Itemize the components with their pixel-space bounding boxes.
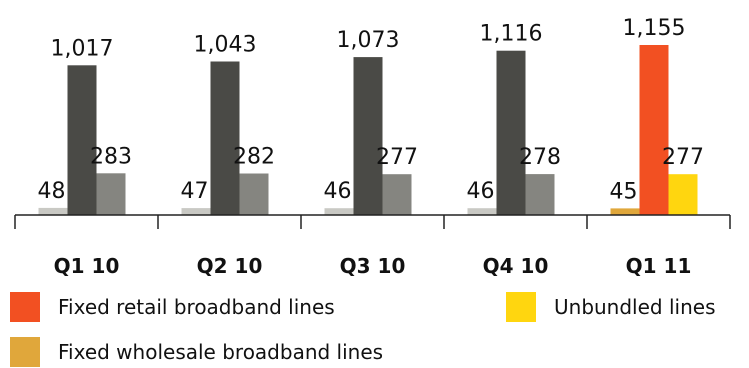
value-labels-group: 48 1,017 283 47 1,043 282 46 1,073 277 46 1,116 278… — [38, 16, 705, 204]
bar-unbundled-4 — [525, 174, 555, 215]
legend-label-unbundled: Unbundled lines — [554, 295, 716, 319]
category-label-1: Q1 10 — [54, 254, 120, 278]
bar-retail-5 — [639, 45, 669, 215]
value-label-unbundled-3: 277 — [376, 145, 418, 170]
category-label-2: Q2 10 — [197, 254, 263, 278]
bar-retail-2 — [210, 61, 240, 215]
legend-item-retail: Fixed retail broadband lines — [10, 292, 335, 322]
legend-item-unbundled: Unbundled lines — [506, 292, 715, 322]
legend-swatch-unbundled — [506, 292, 536, 322]
bar-retail-4 — [496, 50, 526, 216]
bar-retail-3 — [353, 57, 383, 215]
value-label-wholesale-4: 46 — [467, 179, 495, 204]
value-label-unbundled-1: 283 — [90, 144, 132, 169]
value-label-retail-1: 1,017 — [51, 36, 114, 61]
value-label-unbundled-4: 278 — [519, 145, 561, 170]
bar-wholesale-2 — [181, 208, 211, 215]
legend-label-retail: Fixed retail broadband lines — [58, 295, 335, 319]
value-label-retail-4: 1,116 — [480, 22, 543, 47]
value-label-wholesale-3: 46 — [324, 179, 352, 204]
bar-unbundled-1 — [96, 173, 126, 215]
bar-unbundled-2 — [239, 173, 269, 215]
bar-unbundled-3 — [382, 174, 412, 215]
category-label-5: Q1 11 — [626, 254, 692, 278]
category-labels-group: Q1 10 Q2 10 Q3 10 Q4 10 Q1 11 — [54, 254, 692, 278]
bar-wholesale-5 — [610, 208, 640, 215]
bars-group — [38, 45, 698, 216]
legend-label-wholesale: Fixed wholesale broadband lines — [58, 340, 384, 364]
value-label-unbundled-2: 282 — [233, 145, 275, 170]
value-label-wholesale-2: 47 — [181, 179, 209, 204]
bar-wholesale-4 — [467, 208, 497, 215]
value-label-retail-5: 1,155 — [623, 16, 686, 41]
bar-unbundled-5 — [668, 174, 698, 215]
legend-item-wholesale: Fixed wholesale broadband lines — [10, 337, 383, 367]
legend-swatch-retail — [10, 292, 40, 322]
category-label-4: Q4 10 — [483, 254, 549, 278]
bar-wholesale-1 — [38, 207, 68, 215]
value-label-retail-2: 1,043 — [194, 33, 257, 58]
value-label-unbundled-5: 277 — [662, 145, 704, 170]
bar-wholesale-3 — [324, 208, 354, 215]
value-label-wholesale-1: 48 — [38, 179, 66, 204]
legend-swatch-wholesale — [10, 337, 40, 367]
category-label-3: Q3 10 — [340, 254, 406, 278]
x-axis — [14, 214, 731, 229]
value-label-retail-3: 1,073 — [337, 28, 400, 53]
value-label-wholesale-5: 45 — [610, 179, 638, 204]
bar-retail-1 — [67, 65, 97, 215]
